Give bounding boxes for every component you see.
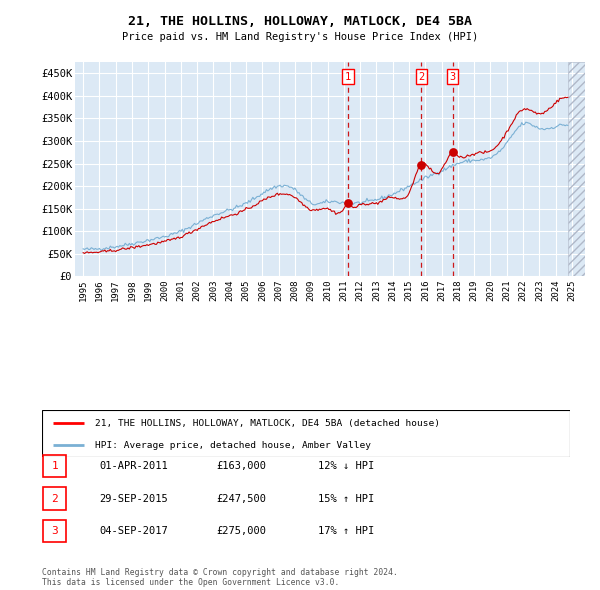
Point (343, 198, 353, 208)
Point (416, 160, 426, 169)
Text: 15% ↑ HPI: 15% ↑ HPI (318, 494, 374, 503)
Text: £275,000: £275,000 (216, 526, 266, 536)
Text: 2: 2 (51, 494, 58, 503)
Text: 2: 2 (418, 71, 424, 81)
Text: 21, THE HOLLINS, HOLLOWAY, MATLOCK, DE4 5BA (detached house): 21, THE HOLLINS, HOLLOWAY, MATLOCK, DE4 … (95, 419, 440, 428)
Text: 1: 1 (51, 461, 58, 471)
Text: £163,000: £163,000 (216, 461, 266, 471)
Text: 3: 3 (449, 71, 455, 81)
Text: 04-SEP-2017: 04-SEP-2017 (99, 526, 168, 536)
Text: Contains HM Land Registry data © Crown copyright and database right 2024.
This d: Contains HM Land Registry data © Crown c… (42, 568, 398, 587)
Text: 29-SEP-2015: 29-SEP-2015 (99, 494, 168, 503)
Text: 3: 3 (51, 526, 58, 536)
Text: £247,500: £247,500 (216, 494, 266, 503)
Text: Price paid vs. HM Land Registry's House Price Index (HPI): Price paid vs. HM Land Registry's House … (122, 32, 478, 42)
Point (448, 148, 457, 157)
Text: 1: 1 (345, 71, 351, 81)
Text: HPI: Average price, detached house, Amber Valley: HPI: Average price, detached house, Ambe… (95, 441, 371, 450)
Text: 17% ↑ HPI: 17% ↑ HPI (318, 526, 374, 536)
Text: 01-APR-2011: 01-APR-2011 (99, 461, 168, 471)
Text: 21, THE HOLLINS, HOLLOWAY, MATLOCK, DE4 5BA: 21, THE HOLLINS, HOLLOWAY, MATLOCK, DE4 … (128, 15, 472, 28)
Text: 12% ↓ HPI: 12% ↓ HPI (318, 461, 374, 471)
